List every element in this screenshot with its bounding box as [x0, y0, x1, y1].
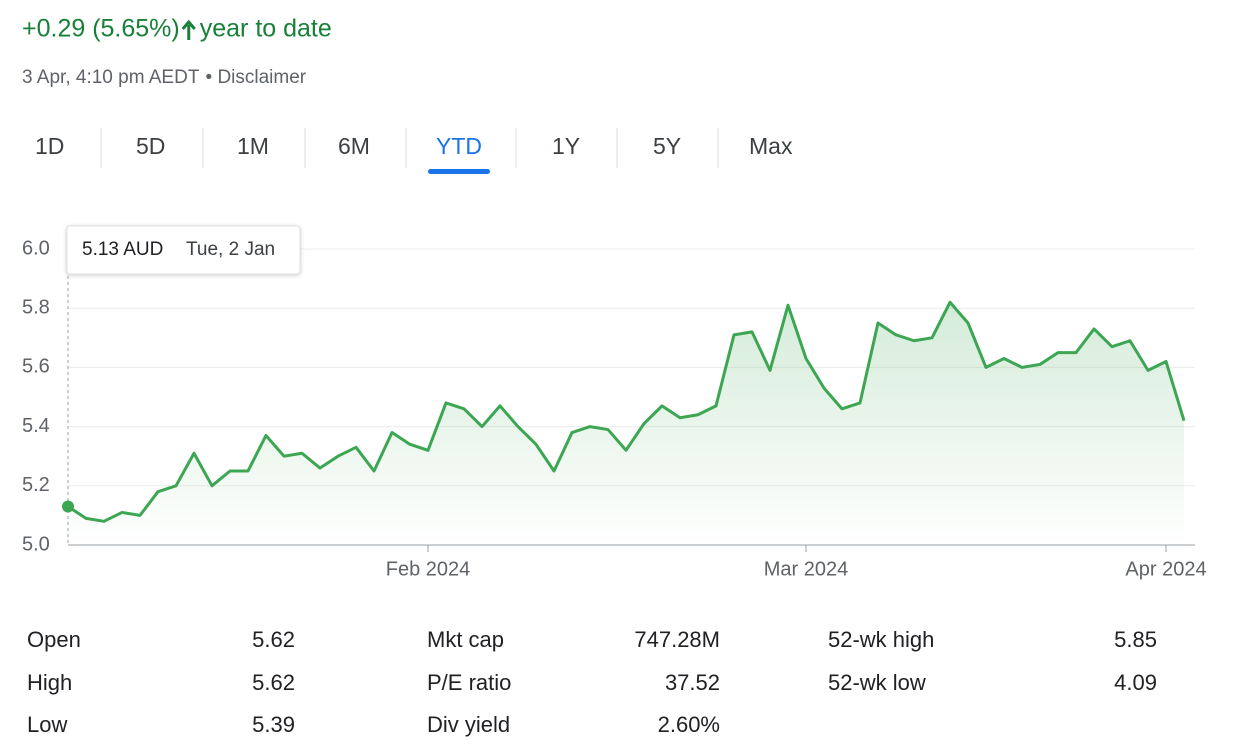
tab[interactable]: YTD	[436, 133, 482, 159]
stat-value: 37.52	[665, 670, 720, 695]
stat-value: 5.62	[252, 670, 295, 695]
disclaimer[interactable]: Disclaimer	[217, 67, 306, 88]
area	[68, 302, 1184, 545]
tab[interactable]: Max	[749, 133, 793, 159]
stat-value: 5.62	[252, 627, 295, 652]
tab[interactable]: 1D	[35, 133, 64, 159]
stat-label: P/E ratio	[427, 670, 511, 695]
x-tick-label: Mar 2024	[764, 558, 849, 580]
up-arrow	[181, 19, 196, 40]
stat-value: 747.28M	[634, 627, 720, 652]
hover-point	[62, 500, 74, 513]
change: +0.29 (5.65%)	[22, 15, 180, 43]
stat-label: Div yield	[427, 712, 510, 737]
timestamp: 3 Apr, 4:10 pm AEDT	[22, 67, 200, 88]
stat-value: 5.85	[1114, 627, 1157, 652]
separator: •	[205, 67, 212, 88]
y-tick-label: 5.8	[22, 296, 50, 318]
period: year to date	[200, 15, 332, 43]
y-tick-label: 5.6	[22, 356, 50, 378]
tooltip-price: 5.13 AUD	[82, 239, 163, 260]
x-tick-label: Feb 2024	[386, 558, 471, 580]
y-tick-label: 6.0	[22, 237, 50, 259]
tab[interactable]: 1M	[237, 133, 269, 159]
stat-label: Low	[27, 712, 67, 737]
stat-label: 52-wk high	[828, 627, 934, 652]
y-tick-label: 5.4	[22, 415, 50, 437]
stat-label: 52-wk low	[828, 670, 926, 695]
stat-value: 4.09	[1114, 670, 1157, 695]
tab[interactable]: 5D	[136, 133, 165, 159]
x-tick-label: Apr 2024	[1125, 558, 1206, 580]
stat-label: Mkt cap	[427, 627, 504, 652]
y-tick-label: 5.2	[22, 474, 50, 496]
stat-label: Open	[27, 627, 81, 652]
tab[interactable]: 6M	[338, 133, 370, 159]
stat-label: High	[27, 670, 72, 695]
tab-underline	[428, 169, 490, 174]
stat-value: 2.60%	[658, 712, 720, 737]
y-tick-label: 5.0	[22, 533, 50, 555]
tooltip-date: Tue, 2 Jan	[186, 239, 275, 260]
price-line	[67, 300, 1186, 523]
tab[interactable]: 5Y	[653, 133, 681, 159]
stat-value: 5.39	[252, 712, 295, 737]
tooltip	[66, 225, 301, 275]
tab[interactable]: 1Y	[552, 133, 580, 159]
